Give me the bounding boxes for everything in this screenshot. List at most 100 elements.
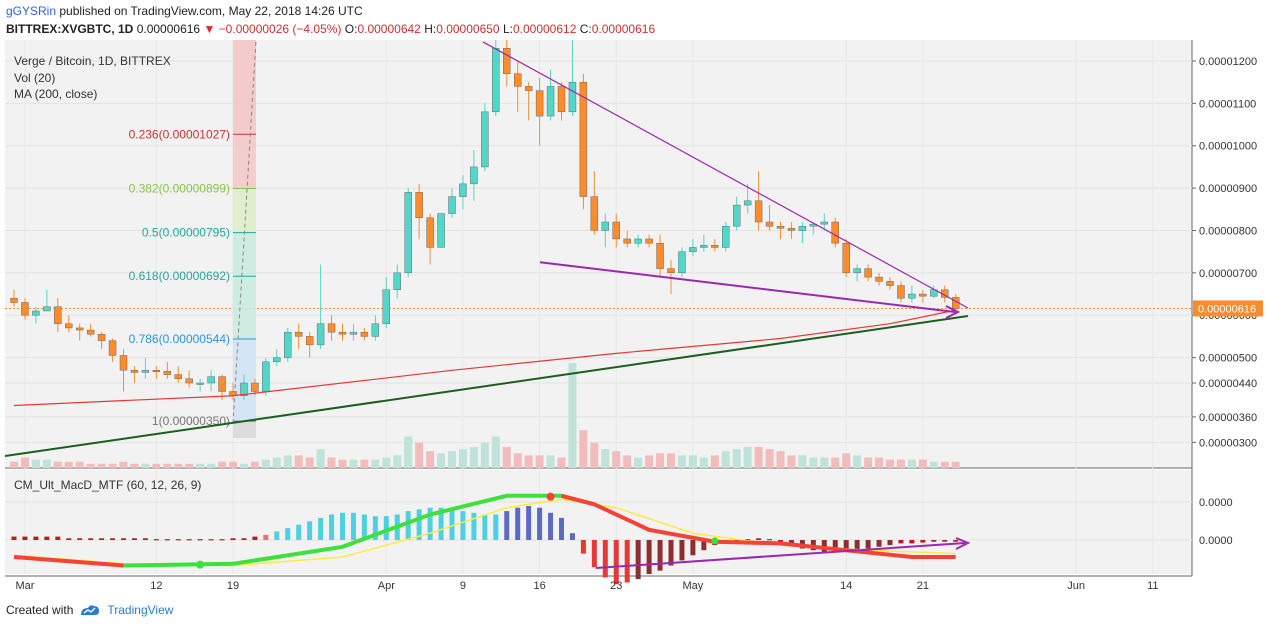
macd-histogram-bar <box>679 540 685 561</box>
volume-bar <box>557 457 566 468</box>
candle-body <box>678 251 686 274</box>
y-tick-label: 0.00000360 <box>1199 412 1257 424</box>
macd-histogram-bar <box>569 533 575 540</box>
close-label: C: <box>579 22 592 36</box>
published-text: published on TradingView.com, May 22, 20… <box>59 4 363 18</box>
volume-bar <box>207 463 216 468</box>
volume-bar <box>20 457 29 468</box>
macd-histogram-bar <box>646 540 652 574</box>
fib-trend-line <box>232 40 257 424</box>
macd-histogram-bar <box>690 540 696 556</box>
volume-bar <box>360 459 369 468</box>
tradingview-link[interactable]: TradingView <box>107 603 174 617</box>
candle-body <box>338 331 347 335</box>
fibonacci-retracement[interactable]: 0.236(0.00001027) 0.382(0.00000899) 0.5(0.… <box>129 40 257 439</box>
macd-histogram-bar <box>482 514 488 540</box>
price-pane-bg <box>5 40 1192 468</box>
ma200-line <box>13 309 956 407</box>
macd-histogram-bar <box>778 540 783 542</box>
macd-cross-dot <box>546 492 555 501</box>
y-tick-label: 0.00001100 <box>1199 98 1256 110</box>
macd-histogram-bar <box>953 540 959 542</box>
macd-histogram-bar <box>142 538 148 540</box>
down-arrow-icon: ▼ <box>203 22 216 36</box>
macd-indicator: 0.0000 0.0000 <box>5 492 1233 585</box>
macd-histogram-bar <box>77 538 83 540</box>
trading-chart[interactable]: 0.236(0.00001027) 0.382(0.00000899) 0.5(0.… <box>0 40 1270 600</box>
candle-body <box>700 245 708 248</box>
candle-body <box>656 242 664 269</box>
volume-bar <box>415 442 424 468</box>
candle-body <box>864 268 872 278</box>
legend-ma[interactable]: MA (200, close) <box>14 87 97 101</box>
volume-bar <box>853 455 862 468</box>
author-link[interactable]: gGYSRin <box>6 4 57 18</box>
volume-bar <box>294 455 303 468</box>
macd-histogram-bar <box>372 516 378 540</box>
volume-bar <box>31 459 40 468</box>
legend-macd[interactable]: CM_Ult_MacD_MTF (60, 12, 26, 9) <box>14 478 201 492</box>
footer: Created with TradingView <box>6 603 173 617</box>
price-change: −0.00000026 (−4.05%) <box>218 22 342 36</box>
macd-histogram-bar <box>285 528 291 540</box>
wedge-lower-line <box>539 261 956 313</box>
candle-body <box>382 289 390 324</box>
x-tick-label: 21 <box>917 580 929 592</box>
volume-bar <box>130 463 139 468</box>
x-tick-label: Jun <box>1067 580 1085 592</box>
candle-body <box>514 73 522 87</box>
macd-histogram-bar <box>416 509 422 540</box>
volume-bar <box>426 451 435 468</box>
candle-body <box>54 306 62 324</box>
macd-histogram-bar <box>767 539 773 541</box>
volume-bar <box>590 442 599 468</box>
volume-bar <box>656 453 665 468</box>
candle-body <box>218 376 226 392</box>
macd-histogram-bar <box>668 540 674 566</box>
candle-body <box>919 293 927 297</box>
legend-series[interactable]: Verge / Bitcoin, 1D, BITTREX <box>14 54 171 68</box>
volume-bar <box>546 455 555 468</box>
volume-bar <box>798 455 807 468</box>
volume-bar <box>568 363 577 468</box>
volume-bar <box>754 447 763 468</box>
x-tick-label: Apr <box>378 580 395 592</box>
volume-bar <box>480 442 489 468</box>
candle-body <box>568 81 577 113</box>
candle-body <box>196 382 204 385</box>
volume-bar <box>699 457 708 468</box>
macd-histogram-bar <box>438 507 444 540</box>
trend-lines[interactable] <box>4 41 969 457</box>
volume-bar <box>338 459 347 468</box>
volume-bar <box>469 447 478 468</box>
volume-bar <box>831 457 840 468</box>
macd-line-falling <box>560 493 956 559</box>
macd-histogram-bar <box>208 539 214 541</box>
macd-histogram-bar <box>361 514 367 540</box>
candle-body <box>141 370 150 373</box>
volume-bar <box>283 455 292 468</box>
volume-bar <box>437 453 446 468</box>
low-value: 0.00000612 <box>512 22 577 36</box>
wedge-upper-line <box>482 41 969 309</box>
macd-arrow-head <box>955 537 971 550</box>
macd-histogram-bar <box>153 539 159 541</box>
symbol-name: BITTREX:XVGBTC, 1D <box>6 22 134 36</box>
time-axis[interactable]: Mar 12 19 Apr 9 16 23 May 14 21 Jun 11 <box>15 580 1158 592</box>
macd-histogram-bar <box>602 540 608 578</box>
volume-bar <box>75 461 84 468</box>
legend-volume[interactable]: Vol (20) <box>14 71 55 85</box>
volume-bar <box>535 455 544 468</box>
last-price-badge <box>1193 300 1263 317</box>
fib-level-label: 1(0.00000350) <box>152 414 230 428</box>
candle-body <box>524 86 533 91</box>
macd-histogram-bar <box>887 540 893 546</box>
candle-body <box>590 196 599 231</box>
volume-bar <box>579 430 588 468</box>
volume-bar <box>86 463 95 468</box>
volume-bar <box>842 453 851 468</box>
price-axis[interactable]: 0.00001200 0.00001100 0.00001000 0.00000900… <box>1192 56 1263 449</box>
macd-histogram-bar <box>175 539 181 541</box>
candle-body <box>820 221 828 225</box>
candle-body <box>284 331 292 358</box>
